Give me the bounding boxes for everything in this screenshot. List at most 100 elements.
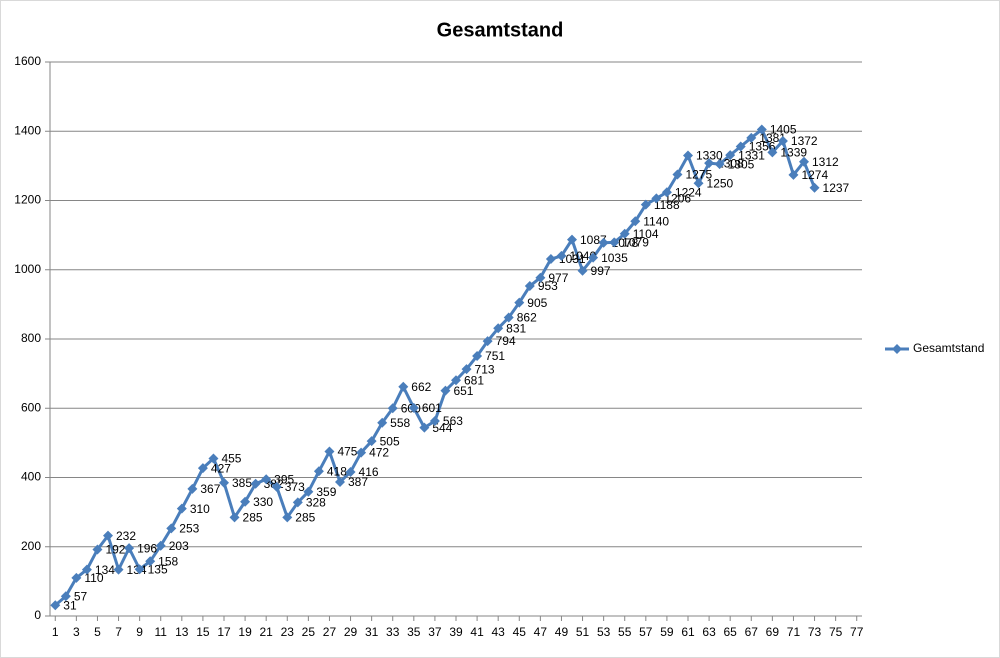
- data-label: 1250: [707, 176, 734, 190]
- x-tick-label: 31: [365, 625, 379, 639]
- data-label: 1078: [612, 236, 639, 250]
- data-point: [208, 453, 219, 464]
- data-label: 395: [274, 472, 294, 486]
- data-label: 1274: [801, 168, 828, 182]
- data-point: [219, 477, 229, 488]
- data-point: [767, 147, 778, 158]
- data-label: 359: [316, 485, 336, 499]
- data-point: [503, 312, 514, 323]
- data-label: 455: [221, 452, 241, 466]
- data-label: 310: [190, 502, 210, 516]
- data-point: [145, 556, 156, 567]
- data-point: [461, 364, 472, 375]
- x-tick-label: 29: [344, 625, 358, 639]
- data-point: [472, 350, 483, 361]
- x-tick-label: 19: [238, 625, 252, 639]
- data-point: [377, 417, 388, 428]
- data-point: [661, 187, 672, 198]
- x-tick-label: 63: [702, 625, 716, 639]
- x-tick-label: 27: [323, 625, 337, 639]
- data-label: 544: [432, 421, 452, 435]
- data-label: 427: [211, 461, 231, 475]
- x-tick-label: 55: [618, 625, 632, 639]
- data-point: [788, 169, 799, 180]
- x-tick-label: 1: [52, 625, 59, 639]
- data-label: 158: [158, 554, 178, 568]
- data-point: [556, 250, 567, 261]
- data-point: [640, 199, 651, 210]
- x-tick-label: 69: [766, 625, 780, 639]
- x-tick-label: 65: [724, 625, 738, 639]
- data-point: [535, 272, 546, 283]
- data-label: 328: [306, 496, 326, 510]
- x-tick-label: 49: [555, 625, 569, 639]
- data-label: 997: [591, 264, 611, 278]
- data-label: 905: [527, 296, 547, 310]
- x-tick-label: 43: [492, 625, 506, 639]
- x-tick-label: 35: [407, 625, 421, 639]
- data-point: [103, 530, 113, 541]
- y-tick-label: 1600: [14, 54, 41, 68]
- data-point: [672, 169, 683, 180]
- data-label: 1104: [633, 227, 659, 241]
- data-label: 1140: [643, 214, 669, 228]
- x-tick-label: 39: [449, 625, 463, 639]
- data-point: [588, 252, 599, 263]
- data-label: 475: [337, 445, 357, 459]
- data-label: 1206: [664, 192, 691, 206]
- data-point: [124, 543, 135, 554]
- data-label: 1330: [696, 149, 723, 163]
- data-point: [683, 150, 693, 161]
- x-tick-label: 9: [136, 625, 143, 639]
- data-point: [419, 422, 430, 433]
- data-label: 505: [380, 434, 400, 448]
- data-point: [429, 416, 440, 427]
- y-tick-label: 800: [21, 331, 41, 345]
- data-label: 110: [84, 571, 103, 585]
- y-tick-label: 1200: [14, 193, 41, 207]
- data-point: [50, 600, 61, 611]
- data-point: [324, 446, 335, 457]
- data-point: [545, 254, 556, 265]
- data-point: [746, 132, 757, 143]
- data-point: [598, 237, 609, 248]
- data-label: 563: [443, 414, 463, 428]
- x-tick-label: 33: [386, 625, 400, 639]
- x-tick-label: 77: [850, 625, 864, 639]
- data-label: 196: [137, 541, 157, 555]
- y-tick-label: 0: [34, 608, 41, 622]
- y-tick-label: 200: [21, 539, 41, 553]
- data-point: [176, 503, 187, 514]
- data-point: [577, 265, 588, 276]
- data-point: [166, 523, 177, 534]
- data-point: [282, 512, 293, 523]
- data-point: [240, 496, 251, 507]
- data-label: 1188: [654, 198, 680, 212]
- data-point: [292, 497, 303, 508]
- y-tick-label: 1000: [14, 262, 41, 276]
- data-label: 253: [179, 522, 199, 536]
- data-point: [261, 474, 272, 485]
- data-point: [777, 135, 788, 146]
- data-point: [229, 512, 240, 523]
- x-tick-label: 5: [94, 625, 101, 639]
- x-tick-label: 71: [787, 625, 801, 639]
- data-point: [799, 156, 809, 167]
- data-point: [250, 478, 261, 489]
- data-point: [514, 297, 525, 308]
- data-label: 387: [348, 475, 368, 489]
- data-label: 57: [74, 589, 88, 603]
- y-tick-label: 1400: [14, 123, 41, 137]
- data-label: 1275: [685, 168, 712, 182]
- data-label: 862: [517, 311, 537, 325]
- data-point: [313, 466, 324, 477]
- data-label: 977: [548, 271, 568, 285]
- data-label: 1308: [717, 156, 744, 170]
- data-label: 203: [169, 539, 189, 553]
- data-label: 285: [295, 510, 315, 524]
- data-point: [92, 544, 103, 555]
- data-label: 192: [105, 543, 125, 557]
- data-point: [725, 150, 736, 161]
- data-point: [408, 402, 419, 413]
- data-label: 385: [232, 476, 252, 490]
